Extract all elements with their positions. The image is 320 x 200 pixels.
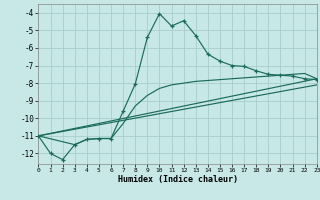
X-axis label: Humidex (Indice chaleur): Humidex (Indice chaleur) — [118, 175, 238, 184]
